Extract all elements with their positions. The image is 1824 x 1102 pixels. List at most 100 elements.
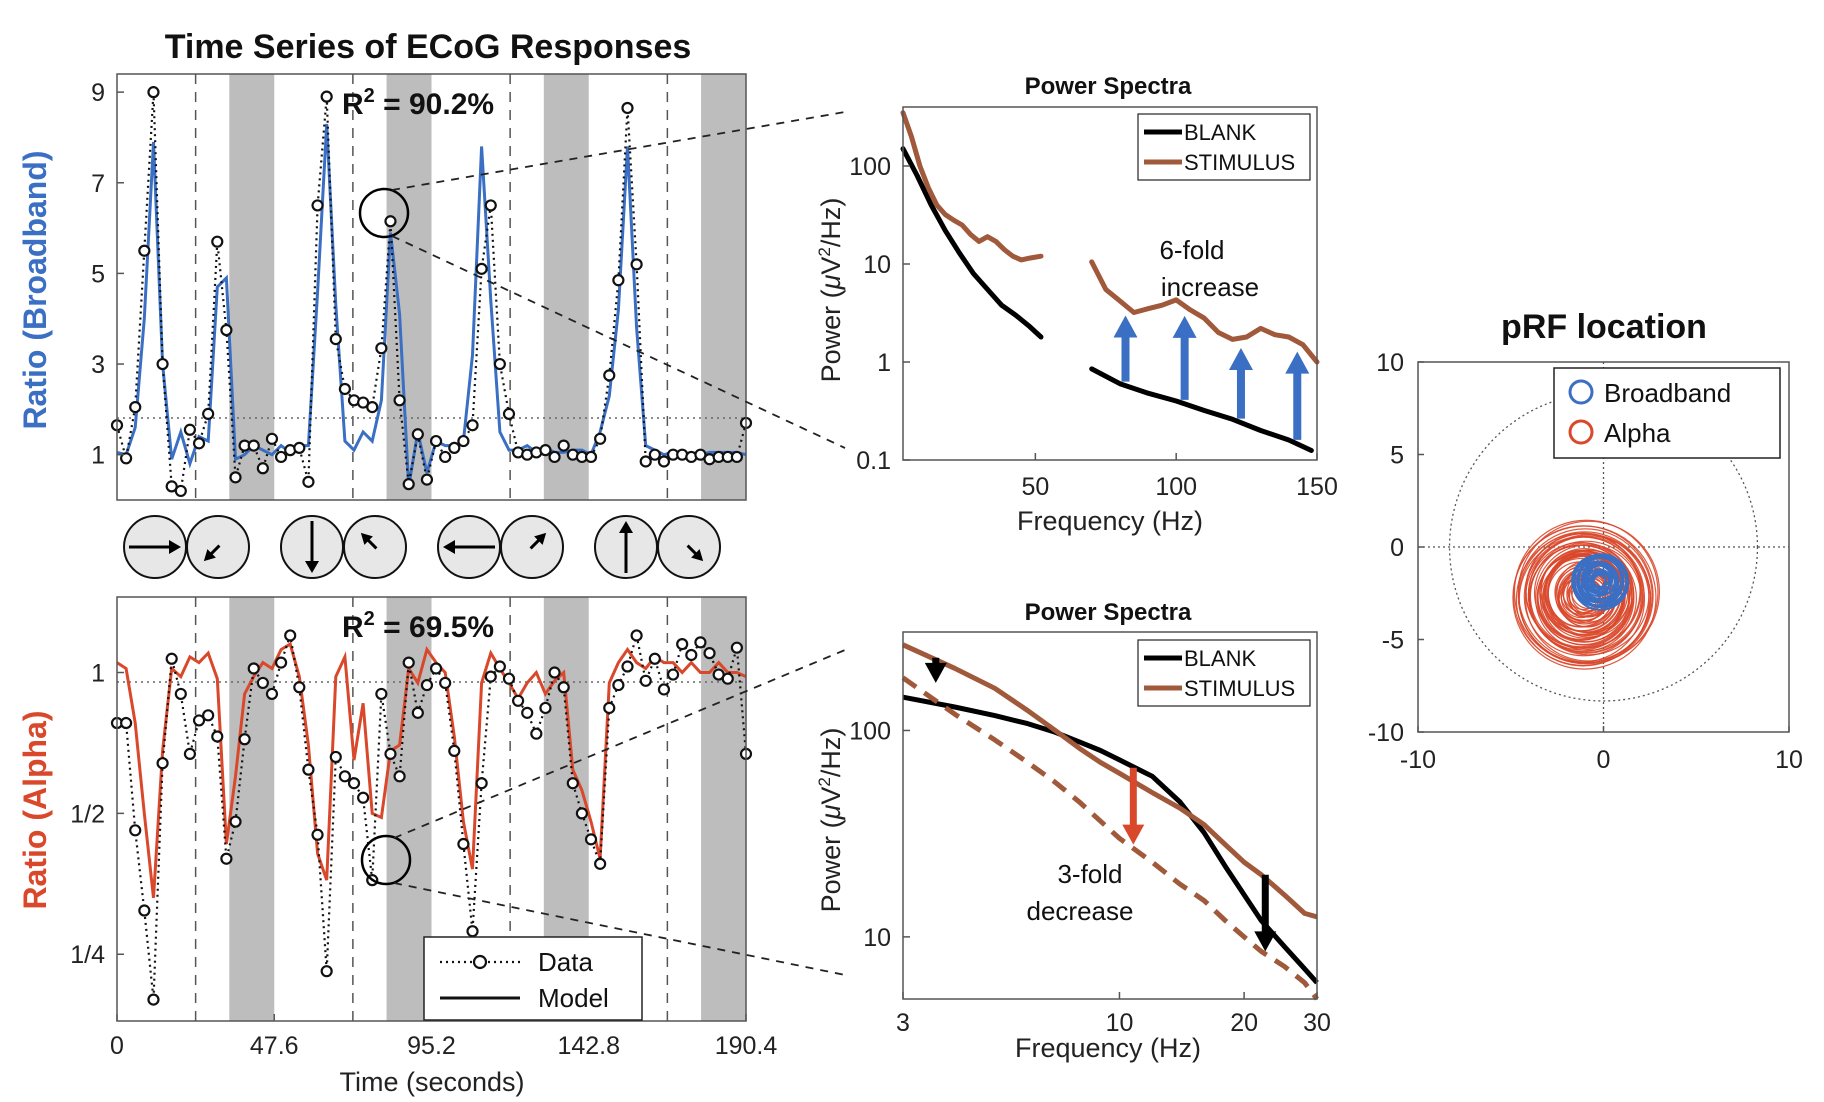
- stimulus-arrowhead: [169, 540, 181, 554]
- data-point: [211, 235, 224, 248]
- y-tick-label: -5: [1382, 627, 1404, 655]
- broadband-prf-circle: [1589, 573, 1607, 591]
- alpha-prf-circle: [1513, 519, 1659, 665]
- data-point: [384, 215, 397, 228]
- y-tick-label: 1/4: [70, 941, 105, 969]
- data-point: [183, 747, 197, 760]
- x-tick-label: 30: [1303, 1009, 1331, 1037]
- alpha-prf-circle: [1547, 549, 1632, 634]
- data-point: [411, 706, 424, 719]
- stimulus-block-shade: [701, 74, 746, 500]
- x-tick-label: 100: [1155, 473, 1197, 501]
- data-point: [375, 342, 388, 355]
- broadband-prf-circle: [1577, 555, 1623, 601]
- data-point: [548, 450, 561, 464]
- legend-broadband-marker: [1568, 379, 1594, 405]
- spectrum-line-stimulus: [901, 642, 1318, 920]
- data-point: [247, 662, 260, 675]
- data-point: [466, 925, 479, 938]
- x-tick-label: 20: [1230, 1009, 1258, 1037]
- stimulus-block-shade: [386, 74, 432, 500]
- stimulus-icon: [594, 515, 658, 579]
- data-point: [448, 441, 461, 454]
- y-tick-label: 9: [91, 79, 105, 107]
- legend-model-label: Model: [538, 983, 609, 1013]
- data-point: [329, 750, 342, 764]
- spectrum-line-stimulus-dashed: [901, 675, 1319, 1001]
- x-tick-label: 190.4: [715, 1032, 778, 1060]
- data-point: [220, 852, 233, 865]
- data-point: [557, 439, 570, 452]
- stimulus-icon: [123, 515, 187, 579]
- spec-broadband-annotation-line1: 6-fold: [1159, 235, 1224, 265]
- spectrum-line-stimulus: [1089, 259, 1320, 365]
- data-point: [457, 837, 470, 851]
- decrease-arrow-head: [1122, 824, 1145, 845]
- ts-alpha-r2: R2 = 69.5%: [342, 608, 494, 644]
- data-point: [338, 770, 351, 783]
- data-point: [274, 450, 288, 464]
- spec-broadband-title: Power Spectra: [1025, 73, 1192, 100]
- data-point: [247, 439, 260, 452]
- stimulus-icon: [500, 515, 564, 579]
- data-point: [676, 638, 689, 651]
- stimulus-arrowhead: [203, 549, 216, 562]
- data-point: [302, 763, 315, 776]
- data-point: [575, 807, 589, 820]
- data-point: [411, 428, 424, 441]
- x-tick-label: 47.6: [250, 1032, 299, 1060]
- data-point: [521, 706, 534, 719]
- legend-alpha-marker: [1568, 419, 1594, 445]
- data-point: [721, 672, 734, 685]
- y-tick-label: 100: [849, 717, 891, 745]
- stimulus-arrowhead: [305, 561, 319, 573]
- data-point: [594, 857, 607, 870]
- spec-alpha-xlabel: Frequency (Hz): [1015, 1033, 1201, 1063]
- data-point: [639, 674, 652, 687]
- data-point: [502, 407, 516, 420]
- data-point: [621, 101, 634, 115]
- spec-broadband-legend: BLANK STIMULUS: [1137, 113, 1311, 181]
- y-tick-label: -10: [1368, 719, 1404, 747]
- increase-arrowhead: [1285, 351, 1310, 374]
- prf-title: pRF location: [1501, 308, 1707, 346]
- data-point: [457, 434, 470, 448]
- increase-arrowhead: [1228, 347, 1253, 370]
- x-tick-label: 10: [1775, 746, 1803, 774]
- spec-broadband-annotation-line2: increase: [1161, 272, 1259, 302]
- data-point: [657, 683, 671, 696]
- stimulus-icons-row: [123, 515, 721, 579]
- data-point: [621, 660, 634, 673]
- y-tick-label: 10: [863, 251, 891, 279]
- ts-broadband-ylabel: Ratio (Broadband): [17, 150, 53, 429]
- stimulus-icon: [437, 515, 501, 579]
- data-point: [530, 727, 543, 740]
- y-tick-label: 0.1: [856, 447, 891, 475]
- prf-plot: -10 0 10 10 5 0 -5 -10 Broadband Alpha: [1368, 349, 1803, 774]
- spectrum-line-stimulus: [900, 110, 1044, 263]
- data-point: [539, 444, 552, 457]
- data-point: [703, 647, 716, 660]
- x-tick-label: 50: [1021, 473, 1049, 501]
- data-point: [420, 678, 434, 692]
- ts-broadband-r2: R2 = 90.2%: [342, 85, 494, 121]
- data-point: [366, 400, 379, 414]
- legend-data-label: Data: [538, 947, 593, 977]
- data-point: [584, 450, 598, 464]
- highlight-circle: [358, 187, 410, 239]
- decrease-arrow-head: [1254, 931, 1277, 952]
- x-tick-label: 0: [1597, 746, 1611, 774]
- spec-alpha-plot: 3 10 20 30 10 100 BLANK STIMULUS 3-fold decre…: [815, 631, 1331, 1063]
- data-point: [265, 432, 279, 445]
- data-point: [192, 437, 206, 450]
- ts-title: Time Series of ECoG Responses: [165, 28, 692, 66]
- data-point: [357, 791, 370, 804]
- data-point: [603, 701, 616, 715]
- data-point: [685, 648, 698, 662]
- stimulus-block-shade: [229, 74, 275, 500]
- data-point: [539, 701, 552, 715]
- data-point: [165, 480, 178, 493]
- ts-broadband-plot: 1 3 5 7 9 R2 = 90.2% Ratio (Broadband): [17, 73, 753, 501]
